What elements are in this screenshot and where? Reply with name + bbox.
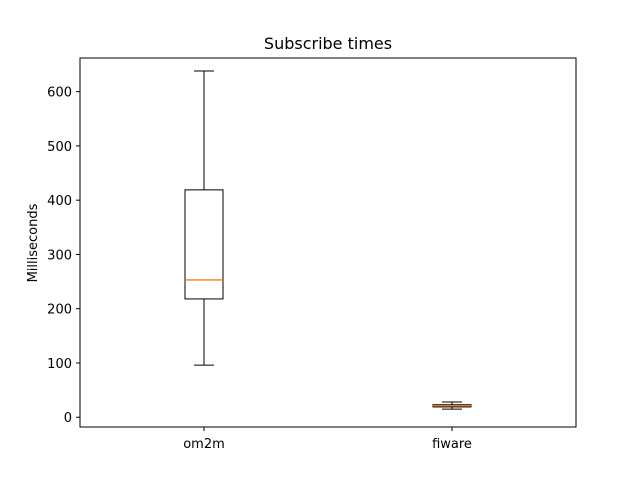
x-tick-label: fiware bbox=[432, 437, 472, 452]
y-axis-label: Milliseconds bbox=[26, 203, 41, 282]
iqr-box bbox=[184, 189, 224, 300]
y-tick-label: 500 bbox=[47, 140, 72, 155]
y-tick-label: 600 bbox=[47, 86, 72, 101]
y-tick-label: 200 bbox=[47, 303, 72, 318]
plot-area: 0 100 200 300 400 500 600 om2m fiware bbox=[47, 57, 577, 452]
axes-frame bbox=[79, 57, 577, 428]
x-tick-label: om2m bbox=[183, 437, 225, 452]
box-om2m bbox=[184, 70, 224, 366]
y-tick-label: 100 bbox=[47, 357, 72, 372]
y-tick-label: 0 bbox=[64, 411, 72, 426]
y-tick-label: 300 bbox=[47, 248, 72, 263]
box-fiware bbox=[432, 401, 472, 410]
chart-title: Subscribe times bbox=[264, 34, 392, 53]
y-tick-label: 400 bbox=[47, 194, 72, 209]
